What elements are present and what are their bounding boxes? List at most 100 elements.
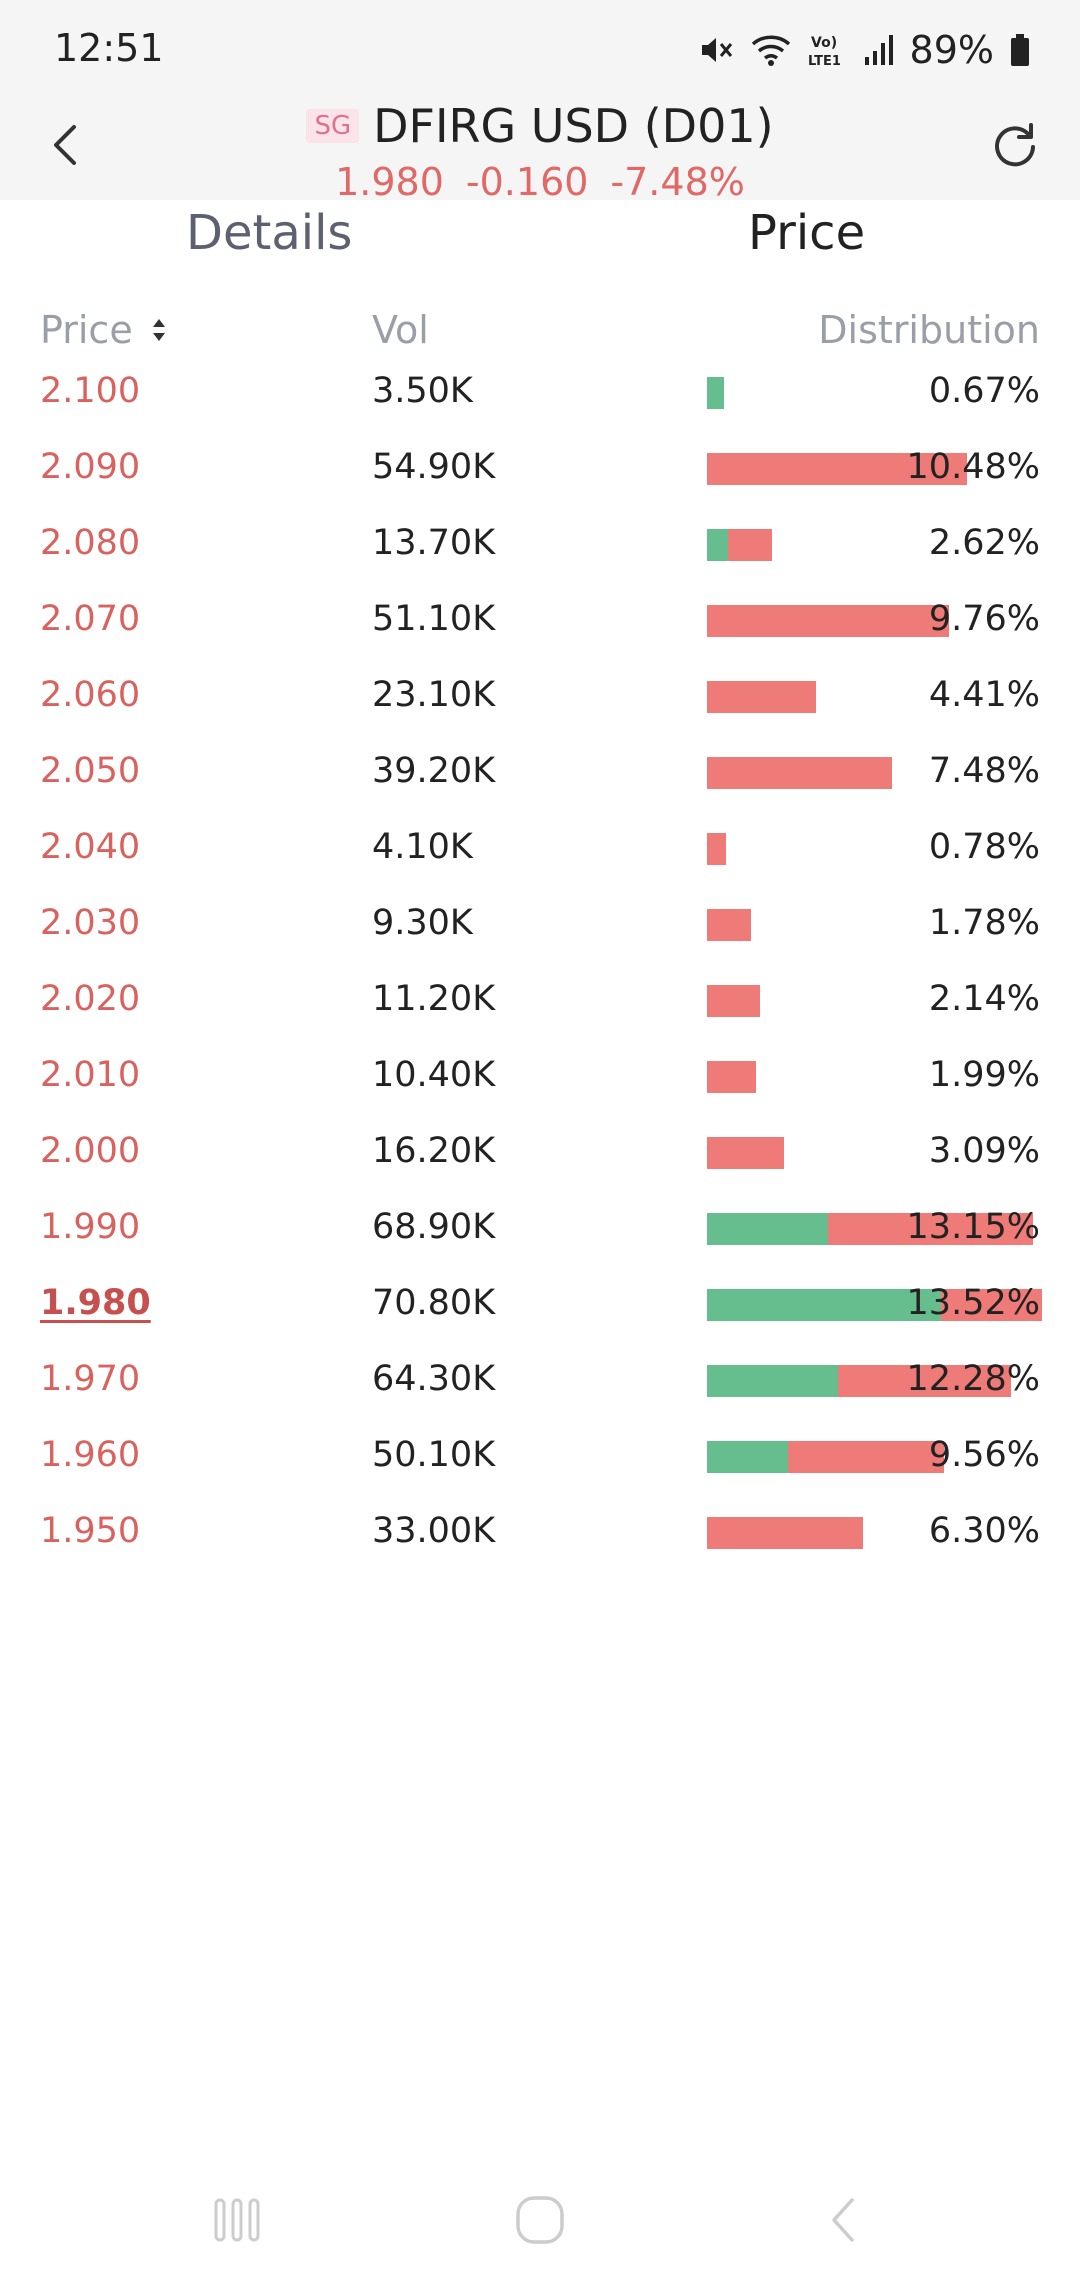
distribution-bar [707,1289,1042,1321]
recent-apps-icon [214,2198,260,2242]
distribution-bar [707,605,949,637]
distribution-percent: 0.78% [928,827,1040,867]
distribution-bar [707,453,967,485]
wifi-icon [750,32,792,68]
volume-value: 70.80K [372,1283,496,1323]
top-area [0,0,1080,200]
refresh-button[interactable] [980,110,1050,180]
mute-icon [698,32,734,68]
distribution-percent: 2.14% [928,979,1040,1019]
distribution-bar [707,529,772,561]
distribution-bar-sell [788,1441,944,1473]
market-badge: SG [306,109,360,143]
price-value: 2.090 [40,447,141,487]
distribution-bar [707,681,816,713]
volume-value: 68.90K [372,1207,496,1247]
sort-icon [152,319,165,341]
price-row: 1.950 33.00K 6.30% [0,1497,1080,1573]
distribution-bar-buy [707,377,724,409]
distribution-bar-buy [707,1213,828,1245]
column-header-price[interactable]: Price [40,308,167,352]
battery-level: 89% [909,28,994,72]
distribution-percent: 0.67% [928,371,1040,411]
tab-price[interactable]: Price [748,205,866,261]
home-button[interactable] [500,2190,580,2250]
distribution-percent: 9.76% [928,599,1040,639]
distribution-bar-sell [707,833,726,865]
price-change-pct: -7.48% [610,160,745,204]
volume-value: 10.40K [372,1055,496,1095]
distribution-bar-sell [707,1517,863,1549]
signal-icon [864,33,894,67]
price-row: 2.070 51.10K 9.76% [0,585,1080,661]
distribution-percent: 7.48% [928,751,1040,791]
distribution-bar-sell [707,985,760,1017]
volume-value: 39.20K [372,751,496,791]
header: SG DFIRG USD (D01) 1.980 -0.160 -7.48% [0,99,1080,204]
tab-details[interactable]: Details [186,205,353,261]
distribution-bar [707,757,892,789]
distribution-bar-sell [707,453,967,485]
back-button[interactable] [30,110,100,180]
distribution-bar [707,909,751,941]
volume-value: 54.90K [372,447,496,487]
distribution-bar-sell [707,1061,756,1093]
price-row: 2.030 9.30K 1.78% [0,889,1080,965]
volume-value: 50.10K [372,1435,496,1475]
refresh-icon [995,123,1035,167]
title-row: SG DFIRG USD (D01) [0,99,1080,153]
price-distribution-list: 2.100 3.50K 0.67% 2.090 54.90K 10.48% 2.080 13.… [0,357,1080,1573]
price-value: 2.070 [40,599,141,639]
quote-row: 1.980 -0.160 -7.48% [0,160,1080,204]
distribution-bar [707,985,760,1017]
distribution-bar-sell [707,909,751,941]
distribution-percent: 9.56% [928,1435,1040,1475]
distribution-percent: 13.15% [906,1207,1040,1247]
distribution-bar [707,833,726,865]
distribution-bar-buy [707,1441,788,1473]
distribution-bar [707,1441,944,1473]
svg-text:Vo): Vo) [811,35,837,51]
distribution-bar-sell [707,757,892,789]
price-value: 2.080 [40,523,141,563]
status-icons: Vo) LTE1 89% [698,24,1030,76]
price-value: 2.020 [40,979,141,1019]
price-row: 2.090 54.90K 10.48% [0,433,1080,509]
price-row: 2.060 23.10K 4.41% [0,661,1080,737]
back-nav-button[interactable] [802,2190,882,2250]
price-value: 1.970 [40,1359,141,1399]
price-row: 2.000 16.20K 3.09% [0,1117,1080,1193]
tab-bar: Details Price [0,205,1080,285]
column-header-vol: Vol [372,308,429,352]
volte-lte-icon: Vo) LTE1 [808,31,848,69]
recent-apps-button[interactable] [197,2190,277,2250]
back-nav-icon [832,2198,854,2242]
distribution-bar-sell [728,529,772,561]
column-header-price-label: Price [40,308,133,352]
price-value: 2.100 [40,371,141,411]
distribution-percent: 1.78% [928,903,1040,943]
distribution-bar-sell [838,1365,1011,1397]
price-value: 2.030 [40,903,141,943]
page-title: DFIRG USD (D01) [373,99,774,153]
price-value: 1.960 [40,1435,141,1475]
price-value: 1.950 [40,1511,141,1551]
svg-text:LTE1: LTE1 [808,54,841,69]
volume-value: 9.30K [372,903,473,943]
status-time: 12:51 [54,26,164,70]
distribution-percent: 4.41% [928,675,1040,715]
distribution-bar-sell [707,681,816,713]
price-row: 2.050 39.20K 7.48% [0,737,1080,813]
distribution-bar-buy [707,529,728,561]
price-row: 1.980 70.80K 13.52% [0,1269,1080,1345]
distribution-bar [707,1061,756,1093]
volume-value: 51.10K [372,599,496,639]
distribution-bar [707,1213,1033,1245]
price-row: 1.960 50.10K 9.56% [0,1421,1080,1497]
distribution-bar-sell [707,605,949,637]
distribution-bar-sell [941,1289,1042,1321]
price-row: 2.010 10.40K 1.99% [0,1041,1080,1117]
distribution-percent: 2.62% [928,523,1040,563]
home-icon [516,2196,564,2244]
status-bar: 12:51 Vo) LTE1 89% [0,0,1080,100]
